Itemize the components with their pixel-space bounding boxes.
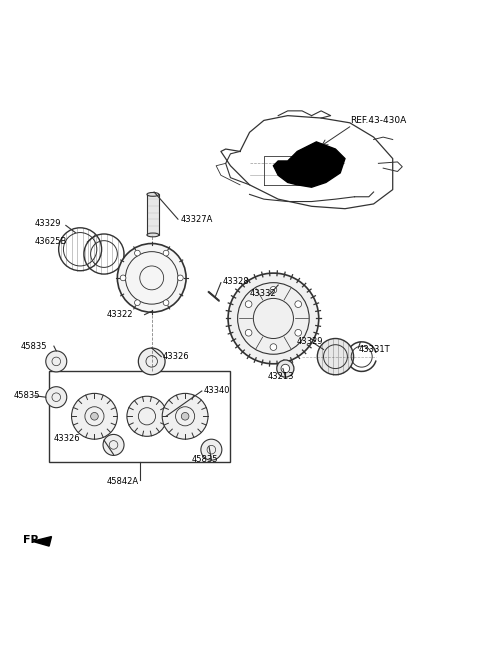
FancyBboxPatch shape [147,194,159,235]
Circle shape [295,329,301,336]
Circle shape [270,344,277,350]
Circle shape [103,434,124,455]
Text: 45835: 45835 [192,455,218,464]
Text: 43328: 43328 [222,277,249,286]
Text: 43326: 43326 [163,352,189,361]
Circle shape [163,300,169,306]
Text: 43329: 43329 [35,220,61,228]
Text: 45835: 45835 [21,342,47,351]
Text: 43625B: 43625B [35,237,67,245]
Text: FR.: FR. [23,535,43,545]
Circle shape [277,360,294,377]
Text: 43327A: 43327A [180,215,213,224]
Text: 43331T: 43331T [359,345,390,354]
Circle shape [201,440,222,461]
Circle shape [270,287,277,293]
Circle shape [245,301,252,308]
Circle shape [134,300,140,306]
Text: 43329: 43329 [296,337,323,346]
Text: 43326: 43326 [54,434,81,443]
Text: 45842A: 45842A [107,477,139,486]
Circle shape [178,275,183,281]
Text: 43322: 43322 [107,310,133,319]
Circle shape [46,386,67,407]
Polygon shape [33,537,51,546]
Ellipse shape [147,192,159,196]
Text: REF.43-430A: REF.43-430A [350,116,406,125]
Circle shape [228,273,319,364]
Circle shape [91,413,98,420]
Circle shape [162,394,208,440]
Text: 43332: 43332 [250,289,276,298]
Polygon shape [274,142,345,187]
Circle shape [46,351,67,372]
Circle shape [127,396,167,436]
Circle shape [120,275,126,281]
Text: 43213: 43213 [268,372,294,381]
Text: 43340: 43340 [203,386,230,396]
Circle shape [72,394,117,440]
Circle shape [181,413,189,420]
Text: 45835: 45835 [13,391,40,400]
Circle shape [245,329,252,336]
Circle shape [295,301,301,308]
Circle shape [134,250,140,256]
Circle shape [317,338,354,375]
Circle shape [281,364,289,373]
Circle shape [138,348,165,375]
Ellipse shape [147,233,159,237]
Circle shape [163,250,169,256]
Circle shape [117,243,186,312]
